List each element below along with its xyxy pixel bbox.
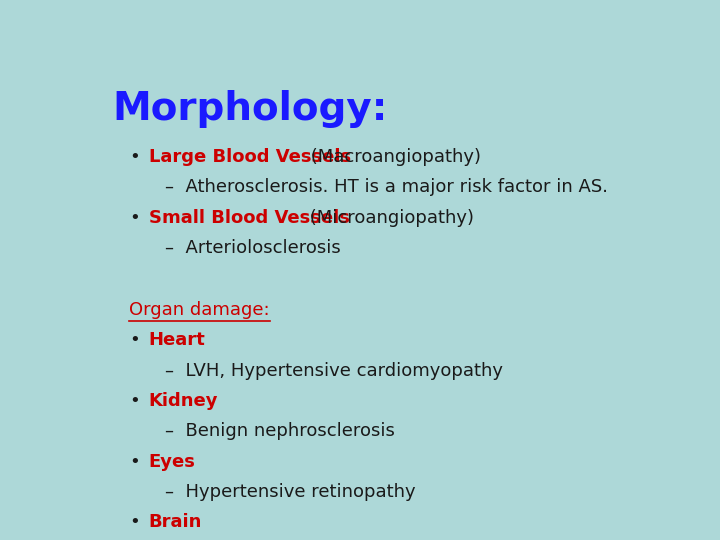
Text: Heart: Heart <box>148 332 205 349</box>
Text: •: • <box>129 148 140 166</box>
Text: –  Arteriolosclerosis: – Arteriolosclerosis <box>166 239 341 257</box>
Text: –  Hypertensive retinopathy: – Hypertensive retinopathy <box>166 483 416 501</box>
Text: (Microangiopathy): (Microangiopathy) <box>305 208 474 227</box>
Text: •: • <box>129 392 140 410</box>
Text: Eyes: Eyes <box>148 453 195 471</box>
Text: (Macroangiopathy): (Macroangiopathy) <box>305 148 481 166</box>
Text: •: • <box>129 453 140 471</box>
Text: •: • <box>129 208 140 227</box>
Text: Morphology:: Morphology: <box>112 90 387 128</box>
Text: Small Blood Vessels: Small Blood Vessels <box>148 208 349 227</box>
Text: –  LVH, Hypertensive cardiomyopathy: – LVH, Hypertensive cardiomyopathy <box>166 362 503 380</box>
Text: Organ damage:: Organ damage: <box>129 301 270 319</box>
Text: Kidney: Kidney <box>148 392 218 410</box>
Text: •: • <box>129 332 140 349</box>
Text: •: • <box>129 514 140 531</box>
Text: –  Benign nephrosclerosis: – Benign nephrosclerosis <box>166 422 395 441</box>
Text: Brain: Brain <box>148 514 202 531</box>
Text: Large Blood Vessels: Large Blood Vessels <box>148 148 351 166</box>
Text: –  Atherosclerosis. HT is a major risk factor in AS.: – Atherosclerosis. HT is a major risk fa… <box>166 178 608 197</box>
